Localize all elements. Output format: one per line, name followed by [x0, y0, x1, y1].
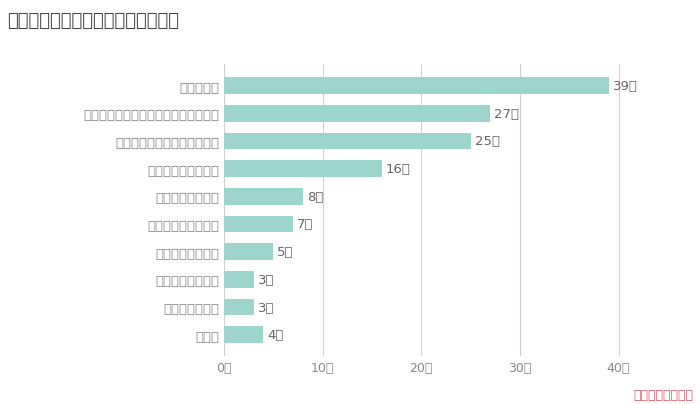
Bar: [224, 326, 263, 343]
Bar: [224, 161, 382, 177]
Bar: [224, 299, 253, 315]
Text: 3人: 3人: [258, 273, 274, 286]
Bar: [224, 244, 273, 260]
Text: 3人: 3人: [258, 301, 274, 314]
Bar: [224, 271, 253, 288]
Bar: [224, 188, 303, 205]
Text: 25人: 25人: [475, 135, 500, 148]
Bar: [224, 106, 490, 122]
Text: 8人: 8人: [307, 190, 323, 203]
Text: ＜オンライン英会話の良かった点＞: ＜オンライン英会話の良かった点＞: [7, 12, 179, 30]
Bar: [224, 133, 470, 150]
Bar: [224, 78, 609, 95]
Text: オンライン英会話: オンライン英会話: [633, 388, 693, 401]
Text: 27人: 27人: [494, 107, 519, 120]
Text: 5人: 5人: [277, 245, 294, 258]
Text: 39人: 39人: [612, 80, 638, 93]
Bar: [224, 216, 293, 233]
Text: 4人: 4人: [267, 328, 284, 341]
Text: 16人: 16人: [386, 163, 411, 176]
Text: 7人: 7人: [297, 218, 314, 231]
